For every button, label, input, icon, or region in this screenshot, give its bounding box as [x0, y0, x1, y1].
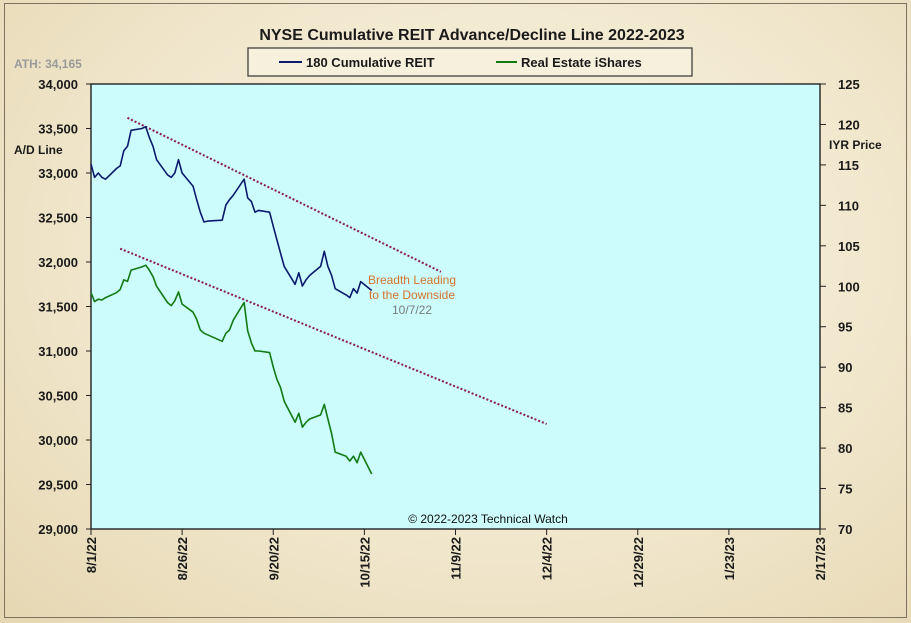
left-tick-label: 31,500: [38, 300, 78, 315]
plot-area: [90, 83, 821, 530]
left-tick-label: 31,000: [38, 344, 78, 359]
right-tick-label: 120: [838, 117, 860, 132]
legend-label-adline: 180 Cumulative REIT: [306, 55, 435, 70]
left-tick-label: 29,500: [38, 478, 78, 493]
x-tick-label: 8/26/22: [175, 537, 190, 580]
left-tick-label: 34,000: [38, 77, 78, 92]
left-tick-label: 29,000: [38, 522, 78, 537]
frame-border: [4, 3, 907, 618]
ath-label: ATH: 34,165: [14, 57, 82, 71]
annotation-line-2: to the Downside: [369, 288, 455, 302]
left-tick-label: 33,000: [38, 166, 78, 181]
legend-label-iyr: Real Estate iShares: [521, 55, 642, 70]
x-tick-label: 1/23/23: [722, 537, 737, 580]
x-axis: 8/1/22 8/26/22 9/20/22 10/15/22 11/9/22 12/4/…: [84, 529, 828, 588]
right-tick-label: 80: [838, 441, 852, 456]
right-tick-label: 95: [838, 320, 852, 335]
annotation-date: 10/7/22: [392, 303, 432, 317]
trendline-2: [119, 247, 548, 425]
series-lines: [90, 125, 373, 475]
left-axis-label: A/D Line: [14, 143, 63, 157]
copyright: © 2022-2023 Technical Watch: [408, 512, 568, 526]
right-tick-label: 105: [838, 239, 860, 254]
left-axis: 29,000 29,500 30,000 30,500 31,000 31,500 32,0…: [38, 77, 91, 537]
right-tick-label: 90: [838, 360, 852, 375]
right-tick-label: 85: [838, 401, 852, 416]
left-tick-label: 32,500: [38, 211, 78, 226]
right-tick-label: 70: [838, 522, 852, 537]
x-tick-label: 11/9/22: [449, 537, 464, 580]
x-tick-label: 8/1/22: [84, 537, 99, 573]
left-tick-label: 33,500: [38, 122, 78, 137]
series-line-adline: [90, 125, 373, 299]
left-tick-label: 32,000: [38, 255, 78, 270]
right-tick-label: 115: [838, 158, 859, 173]
right-tick-label: 125: [838, 77, 860, 92]
x-tick-label: 12/4/22: [540, 537, 555, 580]
right-tick-label: 75: [838, 482, 852, 497]
legend: 180 Cumulative REIT Real Estate iShares: [247, 47, 693, 77]
left-tick-label: 30,500: [38, 389, 78, 404]
series-line-iyr: [90, 264, 373, 475]
right-axis: 70 75 80 85 90 95 100 105 110 115 120 125: [820, 77, 860, 537]
x-tick-label: 10/15/22: [357, 537, 372, 588]
annotation-breadth: Breadth Leading to the Downside 10/7/22: [368, 273, 456, 317]
right-tick-label: 110: [838, 198, 859, 213]
x-tick-label: 12/29/22: [631, 537, 646, 588]
x-tick-label: 9/20/22: [266, 537, 281, 580]
annotation-line-1: Breadth Leading: [368, 273, 456, 287]
trendlines: [119, 116, 548, 425]
left-tick-label: 30,000: [38, 433, 78, 448]
x-tick-label: 2/17/23: [813, 537, 828, 580]
legend-box: [247, 47, 693, 77]
right-axis-label: IYR Price: [829, 138, 882, 152]
right-tick-label: 100: [838, 279, 860, 294]
chart-title: NYSE Cumulative REIT Advance/Decline Lin…: [259, 27, 684, 44]
